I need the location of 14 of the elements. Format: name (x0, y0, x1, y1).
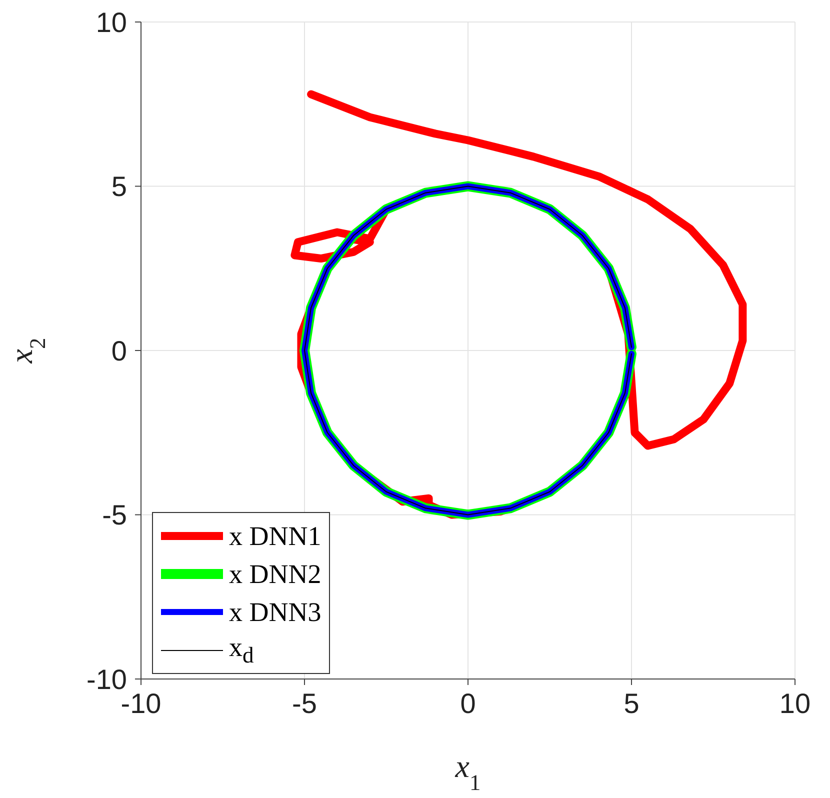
legend-label: x DNN3 (229, 596, 322, 628)
legend-label: x$_{d}$ (229, 632, 254, 668)
x-tick-label: 5 (624, 688, 640, 719)
x-tick-label: 0 (460, 688, 476, 719)
legend-label: x DNN1 (229, 520, 322, 552)
x-tick-label: -5 (292, 688, 317, 719)
legend-label: x DNN2 (229, 558, 322, 590)
y-tick-label: -5 (102, 500, 127, 531)
y-tick-label: 0 (111, 335, 127, 366)
y-tick-label: 5 (111, 171, 127, 202)
x-tick-label: 10 (779, 688, 811, 719)
x-axis-title: x$_{1}$ (454, 748, 481, 794)
y-tick-label: -10 (86, 664, 127, 695)
y-tick-label: 10 (96, 6, 127, 38)
